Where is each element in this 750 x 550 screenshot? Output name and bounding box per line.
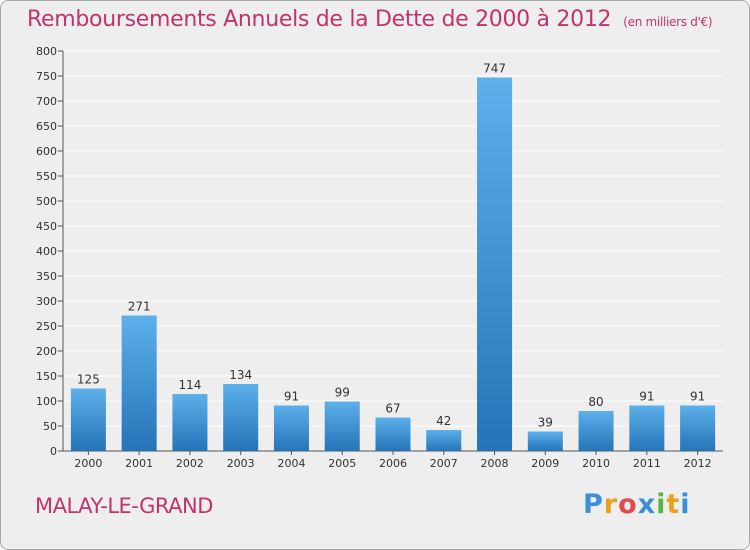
x-tick-label: 2007	[430, 457, 458, 470]
x-tick-label: 2010	[582, 457, 610, 470]
y-tick-label: 500	[36, 195, 57, 208]
data-label-2011: 91	[639, 390, 654, 404]
bar-2002	[172, 394, 208, 451]
x-tick-label: 2005	[328, 457, 356, 470]
y-tick-label: 450	[36, 220, 57, 233]
data-label-2007: 42	[436, 414, 451, 428]
y-tick-label: 650	[36, 120, 57, 133]
x-tick-label: 2009	[531, 457, 559, 470]
bar-2006	[375, 417, 411, 451]
bar-2001	[121, 315, 157, 451]
y-tick-labels: 0 50 100 150 200 250 300 350 400 450 500 550 600 650 7…	[36, 45, 57, 458]
y-tick-label: 200	[36, 345, 57, 358]
x-tick-label: 2002	[176, 457, 204, 470]
x-tick-label: 2006	[379, 457, 407, 470]
grid-lines	[58, 50, 723, 452]
bar-2011	[629, 405, 665, 451]
data-label-2002: 114	[178, 378, 201, 392]
y-tick-label: 0	[50, 445, 57, 458]
logo-letter: i	[680, 489, 691, 520]
bar-2007	[426, 430, 462, 451]
logo-letter: i	[656, 489, 667, 520]
x-tick-label: 2003	[227, 457, 255, 470]
title-text: Remboursements Annuels de la Dette de 20…	[27, 7, 612, 32]
data-label-2006: 67	[385, 402, 400, 416]
chart-subtitle: (en milliers d'€)	[623, 15, 713, 29]
data-label-2010: 80	[588, 395, 603, 409]
bar-2000	[70, 388, 106, 451]
x-tick-label: 2011	[633, 457, 661, 470]
y-tick-label: 150	[36, 370, 57, 383]
data-label-2001: 271	[128, 300, 151, 314]
y-tick-label: 100	[36, 395, 57, 408]
y-tick-label: 250	[36, 320, 57, 333]
y-tick-label: 300	[36, 295, 57, 308]
y-tick-label: 700	[36, 95, 57, 108]
logo-letter: x	[637, 489, 657, 520]
chart-title: Remboursements Annuels de la Dette de 20…	[27, 7, 713, 32]
proxiti-logo: Proxiti	[583, 489, 691, 520]
data-label-2009: 39	[538, 416, 553, 430]
bar-2009	[527, 431, 563, 451]
data-label-2012: 91	[690, 390, 705, 404]
x-tick-label: 2012	[684, 457, 712, 470]
data-label-2003: 134	[229, 368, 252, 382]
y-tick-label: 50	[43, 420, 57, 433]
bar-2012	[680, 405, 716, 451]
data-label-2004: 91	[284, 390, 299, 404]
axes	[62, 51, 723, 455]
logo-letter: o	[618, 489, 638, 520]
data-labels: 125 271 114 134 91 99 67 42 747 39 80 91 91	[77, 62, 705, 430]
y-tick-label: 600	[36, 145, 57, 158]
x-tick-label: 2004	[277, 457, 305, 470]
bar-2004	[273, 405, 309, 451]
x-tick-label: 2008	[481, 457, 509, 470]
bar-2008	[477, 77, 513, 451]
logo-letter: P	[583, 489, 604, 520]
logo-letter: r	[603, 489, 619, 520]
x-tick-label: 2000	[74, 457, 102, 470]
y-tick-label: 750	[36, 70, 57, 83]
y-tick-label: 400	[36, 245, 57, 258]
y-tick-label: 350	[36, 270, 57, 283]
data-label-2000: 125	[77, 373, 100, 387]
bars	[70, 77, 716, 451]
x-tick-label: 2001	[125, 457, 153, 470]
bar-2010	[578, 411, 614, 451]
bar-2005	[324, 401, 360, 451]
y-tick-label: 550	[36, 170, 57, 183]
data-label-2005: 99	[335, 386, 350, 400]
bar-2003	[223, 384, 259, 451]
commune-name: MALAY-LE-GRAND	[35, 494, 213, 518]
x-tick-labels: 2000 2001 2002 2003 2004 2005 2006 2007 2008 2009…	[74, 457, 711, 470]
logo-letter: t	[666, 489, 681, 520]
data-label-2008: 747	[483, 62, 506, 76]
y-tick-label: 800	[36, 45, 57, 58]
